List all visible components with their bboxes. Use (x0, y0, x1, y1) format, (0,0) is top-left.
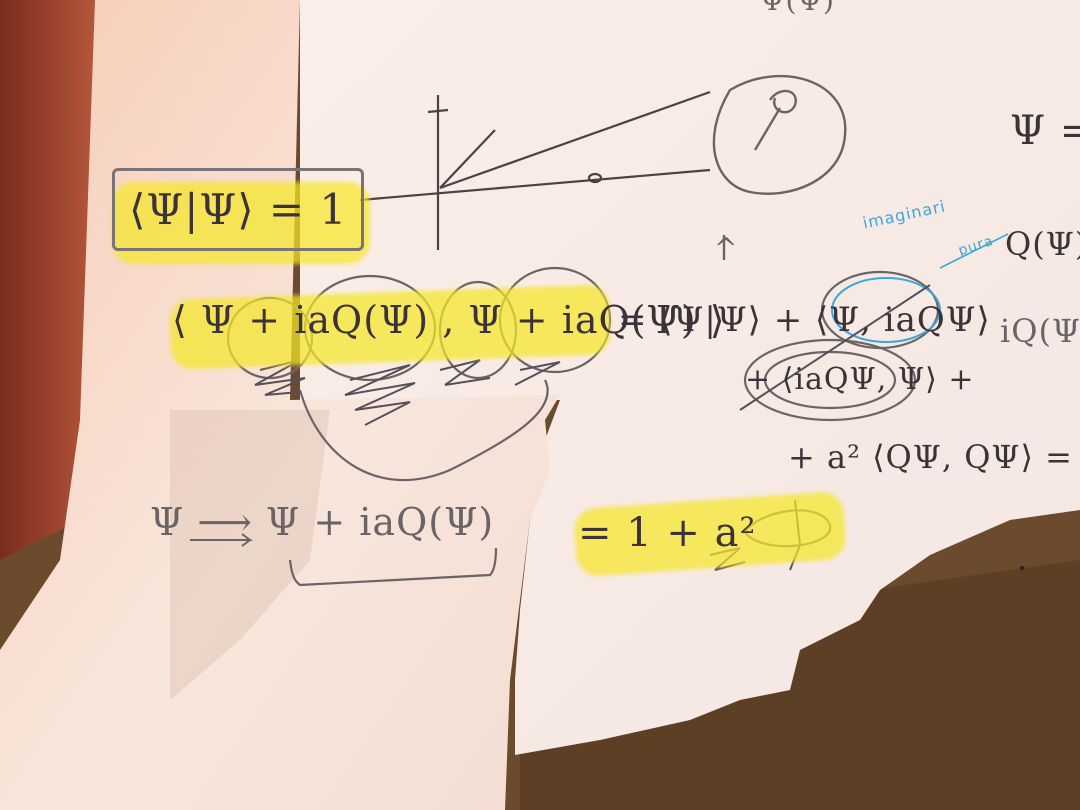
axes-sketch (359, 90, 711, 250)
term-circles (226, 266, 940, 548)
margin-iq: iQ(Ψ) (1000, 312, 1080, 350)
quadratic-term: + a² ⟨QΨ, QΨ⟩ = (788, 438, 1073, 476)
blue-pointer (939, 233, 1009, 269)
circle-sketch (712, 74, 847, 260)
transform-rule: Ψ ⟶ Ψ + iaQ(Ψ) (150, 500, 495, 544)
result-equation: = 1 + a² (578, 510, 757, 556)
paper-shadow (170, 410, 330, 700)
expansion-rhs: = ⟨Ψ|Ψ⟩ + ⟨Ψ, iaQΨ⟩ (618, 300, 991, 340)
top-clipped-text: Ψ(Ψ) (760, 0, 835, 17)
transform-underline (288, 547, 498, 587)
blue-circle (831, 277, 941, 343)
cross-term: + ⟨iaQΨ, Ψ⟩ + (745, 362, 975, 397)
hand-skin (0, 0, 95, 560)
margin-q: Q(Ψ) = (1005, 225, 1080, 263)
tick-mark: ^ (714, 232, 739, 265)
norm-equation: ⟨Ψ|Ψ⟩ = 1 (112, 168, 365, 251)
expansion-lhs: ⟨ Ψ + iaQ(Ψ) , Ψ + iaQ(Ψ) ⟩ (172, 298, 726, 342)
ink-dot (1020, 566, 1024, 570)
transform-arrow (190, 533, 253, 547)
margin-psi: Ψ = − (1010, 108, 1080, 154)
